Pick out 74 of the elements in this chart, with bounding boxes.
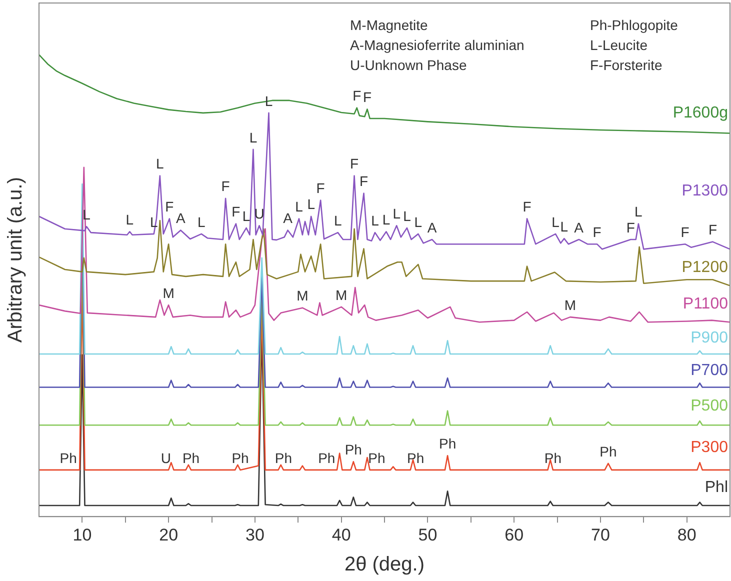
- annotation: F: [359, 173, 368, 190]
- annotation: L: [371, 212, 380, 228]
- annotation: L: [560, 218, 568, 234]
- annotation: Ph: [407, 450, 424, 466]
- annotation: F: [522, 198, 532, 215]
- annotation: L: [403, 208, 412, 224]
- annotation: Ph: [318, 450, 336, 466]
- annotation: M: [162, 284, 174, 301]
- x-tick-label: 50: [418, 525, 438, 544]
- annotation: L: [634, 204, 643, 220]
- annotation: L: [156, 156, 164, 172]
- annotation: F: [708, 222, 718, 238]
- annotation: Ph: [600, 443, 617, 460]
- annotation: A: [427, 219, 438, 236]
- annotation: L: [382, 211, 390, 228]
- annotation: Ph: [344, 441, 362, 458]
- annotation: F: [362, 89, 372, 106]
- text: M-Magnetite: [350, 16, 428, 33]
- annotation: L: [242, 208, 250, 224]
- x-tick-label: 30: [245, 525, 264, 544]
- series-label: P1100: [682, 295, 728, 312]
- series-label: Phl: [704, 479, 728, 496]
- annotation: L: [197, 214, 206, 230]
- y-axis-title: Arbitrary unit (a.u.): [4, 176, 27, 343]
- annotation: F: [680, 224, 690, 240]
- series-label: P300: [690, 438, 728, 456]
- annotation: Ph: [368, 450, 386, 466]
- annotation: F: [352, 88, 362, 104]
- x-tick-label: 70: [590, 525, 610, 544]
- annotation: M: [296, 288, 308, 304]
- annotation: Ph: [274, 450, 292, 466]
- text: Ph-Phlogopite: [590, 16, 678, 33]
- text: P1300: [682, 182, 728, 200]
- annotation: F-Forsterite: [590, 56, 663, 73]
- annotation: M: [335, 286, 348, 303]
- text: A-Magnesioferrite aluminian: [350, 36, 524, 53]
- series-label: P700: [690, 362, 728, 380]
- annotation: Ph: [182, 450, 200, 466]
- series-label: P1200: [682, 258, 728, 276]
- annotation: U: [160, 450, 172, 466]
- annotation: F: [626, 219, 635, 236]
- annotation: L: [392, 205, 401, 222]
- annotation: L: [295, 198, 304, 215]
- annotation: Ph: [438, 435, 456, 452]
- x-tick-label: 10: [72, 525, 92, 544]
- annotation: L: [249, 129, 258, 146]
- annotation: Ph: [60, 450, 77, 466]
- x-tick-label: 60: [504, 525, 524, 544]
- series-label: P900: [690, 329, 728, 346]
- annotation: F: [316, 180, 325, 196]
- x-tick-label: 40: [332, 525, 351, 544]
- annotation: F: [350, 156, 359, 172]
- annotation: L: [334, 212, 342, 228]
- series-label: P500: [690, 398, 728, 415]
- annotation: F: [232, 204, 240, 220]
- annotation: F: [221, 178, 230, 194]
- annotation: L: [552, 214, 560, 230]
- annotation: F: [165, 198, 174, 215]
- annotation: Ph: [544, 450, 562, 466]
- annotation: A: [574, 219, 584, 236]
- annotation: A: [176, 210, 186, 226]
- text: L-Leucite: [590, 36, 648, 53]
- annotation: L: [414, 214, 422, 230]
- x-axis-title: 2θ (deg.): [344, 554, 425, 576]
- x-tick-label: 80: [677, 525, 696, 544]
- series-label: P1600g: [672, 104, 728, 122]
- annotation: Ph: [232, 450, 249, 466]
- x-tick-label: 20: [159, 525, 178, 544]
- annotation: F: [592, 224, 602, 240]
- annotation: A: [283, 210, 294, 226]
- annotation: L: [307, 196, 316, 212]
- annotation: M: [564, 296, 576, 313]
- annotation: U-Unknown Phase: [350, 56, 467, 73]
- annotation: L: [126, 211, 134, 228]
